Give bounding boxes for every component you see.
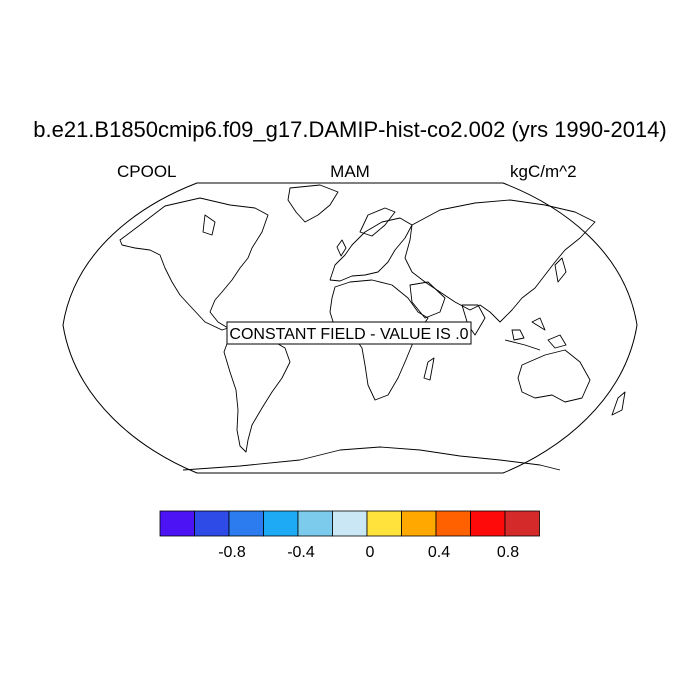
colorbar-swatch <box>297 510 333 537</box>
coastline-hudson-bay <box>202 214 216 236</box>
coastline-greenland <box>287 184 339 223</box>
colorbar-tick-label: 0.4 <box>427 544 451 561</box>
colorbar-swatch <box>470 510 506 537</box>
colorbar-swatch <box>366 510 402 537</box>
coastline-australia <box>517 349 591 403</box>
map-outline <box>62 182 638 474</box>
coastline-antarctica <box>182 446 561 471</box>
units-label: kgC/m^2 <box>510 162 577 181</box>
colorbar-swatch <box>194 510 230 537</box>
colorbar-swatch <box>263 510 299 537</box>
coastline-indonesia <box>504 317 567 351</box>
variable-name-label: CPOOL <box>117 162 177 181</box>
coastline-japan <box>554 257 567 283</box>
coastline-madagascar <box>423 357 435 381</box>
plot-title: b.e21.B1850cmip6.f09_g17.DAMIP-hist-co2.… <box>33 117 667 142</box>
colorbar-swatch <box>401 510 437 537</box>
colorbar-tick-label: 0.8 <box>496 544 520 561</box>
coastline-asia <box>404 199 596 323</box>
colorbar-tick-label: -0.8 <box>218 544 246 561</box>
colorbar-tick-label: 0 <box>365 544 375 561</box>
colorbar-swatch <box>504 510 540 537</box>
coastline-arabia <box>409 281 446 319</box>
constant-field-annotation: CONSTANT FIELD - VALUE IS .0 <box>229 326 468 343</box>
colorbar-tick-label: -0.4 <box>287 544 315 561</box>
coastline-europe <box>329 217 413 282</box>
coastline-south-america <box>223 327 291 453</box>
coastline-british-isles <box>336 239 347 257</box>
colorbar-swatch <box>435 510 471 537</box>
colorbar-swatch <box>332 510 368 537</box>
colorbar-swatch <box>159 510 195 537</box>
coastline-north-america <box>119 197 269 331</box>
colorbar <box>159 510 540 537</box>
annotation-box <box>226 321 472 345</box>
colorbar-swatch <box>228 510 264 537</box>
coastline-scandinavia <box>359 207 396 237</box>
coastline-new-zealand <box>611 391 626 416</box>
season-label: MAM <box>330 162 370 181</box>
